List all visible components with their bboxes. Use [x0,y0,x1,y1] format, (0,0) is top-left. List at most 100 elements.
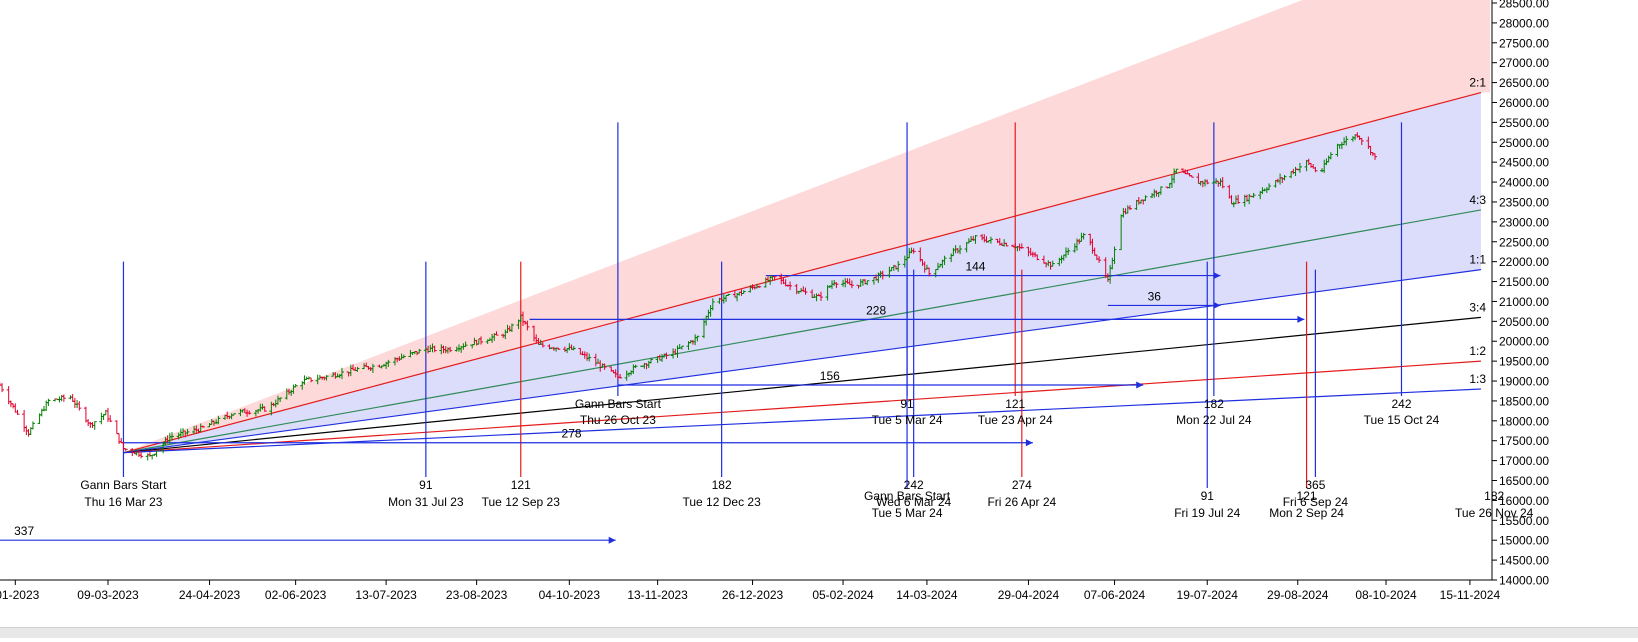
price-bar [139,451,144,459]
price-bar [293,384,298,388]
price-bar [92,421,97,430]
x-tick-label: 29-04-2024 [998,588,1060,602]
y-tick-label: 27500.00 [1499,36,1549,50]
vertical-marker-date-7: Tue 5 Mar 24 [872,506,943,520]
price-bar [370,363,375,373]
price-bar [942,255,947,266]
price-bar [185,429,190,435]
price-bar [0,383,5,393]
price-bar [278,397,283,402]
fan-label-1-2: 1:2 [1469,344,1486,358]
price-bar [22,410,27,432]
x-tick-label: -01-2023 [0,588,40,602]
price-bar [88,421,93,428]
y-tick-label: 26500.00 [1499,76,1549,90]
vertical-marker-date-1: Mon 31 Jul 23 [388,495,464,509]
price-bar [973,234,978,244]
fan-label-2-1: 2:1 [1469,76,1486,90]
price-bar [15,409,20,415]
vertical-marker-date-6: Wed 6 Mar 24 [876,495,951,509]
horizontal-arrows-layer [0,272,1305,544]
vertical-marker-count-10: 182 [1204,397,1224,411]
price-bar [1081,232,1086,240]
price-bar [1097,256,1102,263]
vertical-marker-count-15: 182 [1484,489,1504,503]
price-bar [1373,153,1377,160]
arrow-head-3 [1297,315,1305,323]
price-bar [231,413,236,416]
vertical-marker-date-14: Tue 15 Oct 24 [1364,413,1440,427]
fan-label-4-3: 4:3 [1469,193,1486,207]
vertical-marker-date-9: Fri 26 Apr 24 [987,495,1056,509]
price-bar [834,282,839,289]
price-bar [1282,174,1287,181]
x-tick-label: 15-11-2024 [1440,588,1501,602]
x-tick-label: 13-11-2023 [627,588,688,602]
vertical-marker-count-9: 274 [1012,478,1032,492]
arrow-label-0: 337 [14,524,34,538]
price-bar [1127,205,1132,211]
price-bar [216,415,221,425]
price-bar [1158,186,1163,195]
price-bar [26,429,31,437]
y-tick-label: 22500.00 [1499,235,1549,249]
vertical-marker-count-7: Gann Bars Start [864,489,951,503]
price-bar [679,345,684,350]
y-tick-label: 18000.00 [1499,414,1549,428]
price-bar [262,406,267,412]
price-bar [509,323,514,332]
scrollbar-strip[interactable] [0,627,1638,638]
fan-line-2-1 [123,91,1482,454]
price-bar [618,373,623,379]
price-bar [72,397,77,408]
price-bar [401,354,406,359]
vertical-marker-count-0: Gann Bars Start [80,478,167,492]
price-bar [117,433,122,445]
vertical-marker-count-13: 365 [1305,478,1325,492]
y-tick-label: 25500.00 [1499,116,1549,130]
fan-lines-layer [123,91,1482,454]
fan-line-1-3 [123,388,1481,454]
price-bar [108,415,113,423]
y-tick-label: 16500.00 [1499,474,1549,488]
price-bar [1189,175,1194,178]
price-bar [772,276,777,281]
vertical-marker-date-13: Fri 6 Sep 24 [1283,495,1349,509]
price-bar [988,236,993,244]
x-tick-label: 23-08-2023 [446,588,508,602]
vertical-marker-date-11: Fri 19 Jul 24 [1174,506,1240,520]
arrow-label-2: 156 [820,369,840,383]
price-bar [818,291,823,301]
arrow-head-1 [1025,439,1033,447]
arrow-head-4 [1213,272,1221,280]
y-tick-label: 24000.00 [1499,176,1549,190]
x-tick-label: 04-10-2023 [539,588,601,602]
price-bar [247,410,252,415]
price-bar [896,261,901,272]
y-tick-label: 15000.00 [1499,534,1549,548]
price-bar [494,331,499,336]
x-tick-label: 09-03-2023 [77,588,139,602]
price-bar [911,248,916,254]
price-bar [24,425,29,436]
price-bar [803,287,808,295]
price-bar [170,432,175,441]
y-tick-label: 19500.00 [1499,355,1549,369]
y-tick-label: 24500.00 [1499,156,1549,170]
price-bar [106,407,110,423]
price-bar [114,420,119,435]
price-bar [1143,195,1148,202]
x-tick-label: 08-10-2024 [1355,588,1417,602]
price-bar [1236,194,1241,205]
price-bar [432,345,437,353]
x-tick-label: 19-07-2024 [1177,588,1239,602]
y-tick-label: 16000.00 [1499,494,1549,508]
vertical-marker-count-8: 121 [1005,397,1025,411]
price-bar [1251,192,1256,198]
price-bar [664,352,669,360]
fan-line-1-2 [123,360,1481,454]
price-bar [386,359,391,368]
vertical-marker-count-1: 91 [419,478,433,492]
price-bar [649,358,653,364]
